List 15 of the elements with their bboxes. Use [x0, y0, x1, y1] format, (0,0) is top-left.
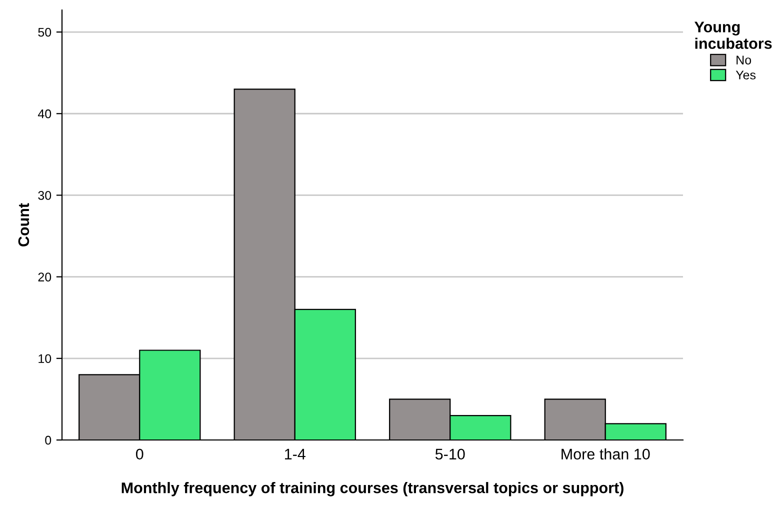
y-tick-label: 30 [38, 191, 52, 200]
y-tick-label: 10 [38, 354, 52, 364]
legend-title: Young incubators [694, 22, 772, 49]
y-tick-label: 20 [38, 272, 52, 282]
x-tick-label: 1-4 [285, 448, 306, 460]
x-tick-label: 0 [136, 448, 144, 460]
x-tick-label: More than 10 [562, 448, 650, 460]
x-tick-label: 5-10 [435, 448, 465, 460]
legend-label: Yes [736, 70, 756, 80]
y-tick-label: 50 [38, 28, 52, 37]
y-axis-title: Count [18, 203, 30, 246]
y-tick-label: 40 [38, 109, 52, 118]
y-tick-label: 0 [45, 436, 52, 445]
x-axis-title: Monthly frequency of training courses (transversal topics or support) [122, 482, 624, 496]
legend-label: No [736, 56, 752, 64]
